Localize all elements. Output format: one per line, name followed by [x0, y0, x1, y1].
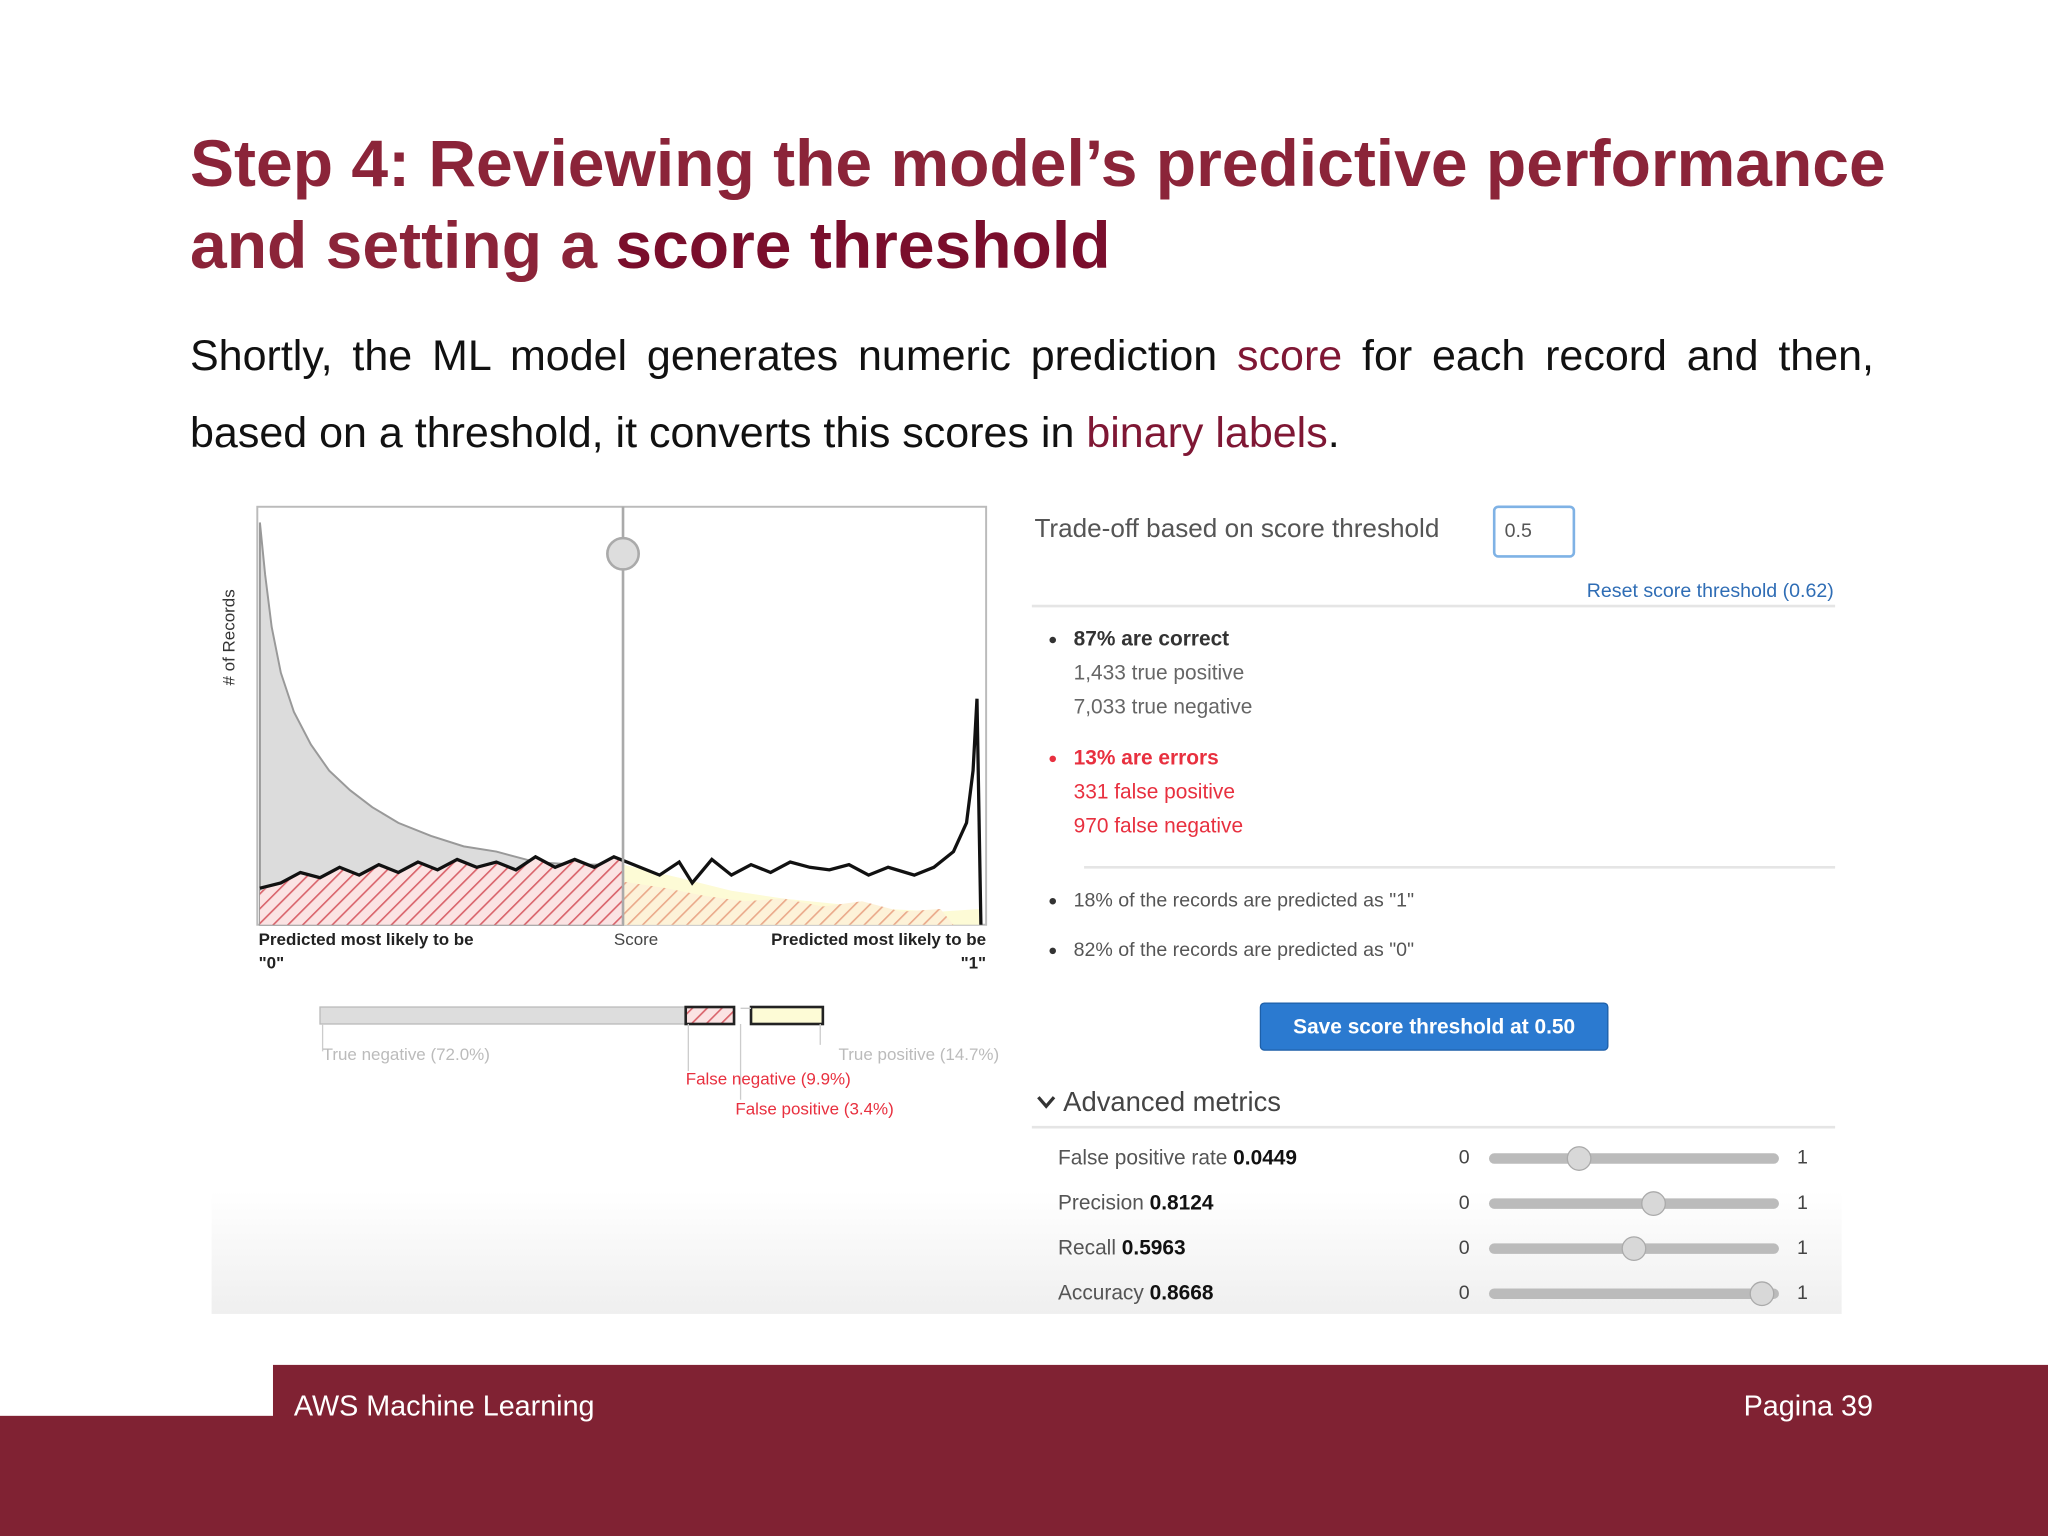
errors-heading: 13% are errors: [1074, 746, 1219, 769]
errors-line: 970 false negative: [1074, 814, 1243, 837]
left-label: Predicted most likely to be: [259, 930, 474, 949]
slider-min: 0: [1459, 1147, 1470, 1169]
slider-min: 0: [1459, 1237, 1470, 1259]
metric-value: 0.0449: [1233, 1146, 1297, 1169]
body-highlight: score: [1237, 332, 1343, 380]
slider-min: 0: [1459, 1282, 1470, 1304]
footer-band: [0, 1415, 2048, 1536]
slider-max: 1: [1797, 1282, 1808, 1304]
tn-bar: [319, 1006, 687, 1025]
y-axis-label: # of Records: [219, 589, 238, 685]
slider-max: 1: [1797, 1237, 1808, 1259]
threshold-handle[interactable]: [606, 536, 640, 571]
body-part: .: [1327, 409, 1340, 457]
metric-name: False positive rate: [1058, 1146, 1227, 1169]
right-label: "1": [961, 953, 987, 972]
legend-fn: False negative (9.9%): [686, 1070, 851, 1089]
body-highlight: binary labels: [1086, 409, 1328, 457]
errors-line: 331 false positive: [1074, 780, 1235, 803]
threshold-input-value: 0.5: [1505, 520, 1532, 542]
slider-max: 1: [1797, 1147, 1808, 1169]
save-button-label: Save score threshold at 0.50: [1293, 1015, 1575, 1038]
bullet: [1049, 755, 1056, 763]
predicted-line: 82% of the records are predicted as "0": [1074, 939, 1414, 961]
false-negative-area: [259, 856, 624, 925]
correct-line: 1,433 true positive: [1074, 661, 1245, 684]
footer-right: Pagina 39: [1744, 1391, 1873, 1423]
center-label: Score: [614, 930, 658, 949]
metric-name: Accuracy: [1058, 1281, 1144, 1304]
slider-knob[interactable]: [1566, 1146, 1592, 1171]
slider-track: [1488, 1153, 1779, 1164]
advanced-heading[interactable]: Advanced metrics: [1063, 1086, 1281, 1117]
legend-fp: False positive (3.4%): [735, 1100, 893, 1119]
threshold-input[interactable]: [1492, 505, 1576, 558]
slider-min: 0: [1459, 1192, 1470, 1214]
metric-value: 0.8668: [1150, 1281, 1214, 1304]
slide-title: Step 4: Reviewing the model’s predictive…: [190, 122, 1990, 286]
body-part: Shortly, the ML model generates numeric …: [190, 332, 1238, 380]
slider-knob[interactable]: [1749, 1281, 1775, 1307]
bullet: [1049, 636, 1056, 644]
metric-value: 0.8124: [1150, 1191, 1214, 1214]
right-label: Predicted most likely to be: [771, 930, 986, 949]
body-part: for each record and then, based on a thr…: [190, 332, 1874, 457]
tradeoff-label: Trade-off based on score threshold: [1034, 513, 1439, 543]
bullet: [1049, 897, 1056, 905]
metric-row: Accuracy 0.8668: [1058, 1281, 1214, 1304]
fn-bar: [684, 1005, 736, 1026]
reset-link[interactable]: Reset score threshold (0.62): [1587, 580, 1834, 602]
correct-heading: 87% are correct: [1074, 628, 1230, 651]
bullet: [1049, 947, 1056, 955]
metric-row: Recall 0.5963: [1058, 1236, 1186, 1259]
metric-row: Precision 0.8124: [1058, 1191, 1214, 1214]
slider-max: 1: [1797, 1192, 1808, 1214]
metric-name: Recall: [1058, 1236, 1116, 1259]
false-positive-area: [623, 881, 954, 925]
predicted-line: 18% of the records are predicted as "1": [1074, 889, 1414, 911]
chevron: [1037, 1096, 1056, 1109]
metric-name: Precision: [1058, 1191, 1144, 1214]
legend-tn: True negative (72.0%): [323, 1045, 490, 1064]
title-text: Step 4: Reviewing the model’s predictive…: [190, 126, 1886, 282]
legend-tp: True positive (14.7%): [839, 1045, 1000, 1064]
body-text: Shortly, the ML model generates numeric …: [190, 318, 1874, 472]
metric-value: 0.5963: [1122, 1236, 1186, 1259]
left-label: "0": [259, 953, 285, 972]
positive-distribution-line: [259, 698, 983, 925]
slider-track: [1488, 1288, 1779, 1299]
save-button[interactable]: [1259, 1002, 1609, 1051]
slider-knob[interactable]: [1621, 1236, 1647, 1262]
tp-bar: [749, 1005, 825, 1026]
slider-knob[interactable]: [1641, 1191, 1666, 1216]
correct-line: 7,033 true negative: [1074, 695, 1253, 718]
slider-track: [1488, 1198, 1779, 1209]
title-emphasis: score threshold: [615, 208, 1111, 282]
metric-row: False positive rate 0.0449: [1058, 1146, 1297, 1169]
footer-left: AWS Machine Learning: [294, 1391, 595, 1423]
legend-leaders: [321, 1007, 821, 1100]
